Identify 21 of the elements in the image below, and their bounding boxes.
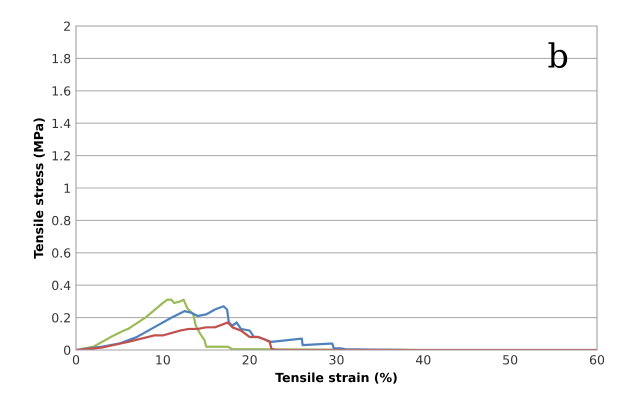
y-tick-label: 1.6 (52, 86, 70, 96)
x-tick-label: 40 (416, 355, 430, 365)
x-axis-title: Tensile strain (%) (275, 372, 397, 384)
x-tick-label: 0 (72, 355, 80, 365)
y-tick-label: 0.2 (52, 313, 70, 323)
y-axis-title: Tensile stress (MPa) (34, 118, 45, 259)
x-tick-label: 10 (156, 355, 170, 365)
y-tick-label: 0.8 (52, 216, 70, 226)
y-tick-label: 1.2 (52, 151, 70, 160)
y-tick-label: 0.4 (52, 280, 70, 290)
annotation: b (548, 42, 568, 68)
y-tick-label: 2 (64, 21, 70, 31)
y-tick-label: 0 (64, 345, 70, 355)
x-tick-label: 50 (503, 355, 518, 365)
y-tick-label: 0.6 (52, 248, 70, 258)
y-tick-label: 1.4 (52, 118, 70, 128)
x-tick-label: 60 (590, 355, 604, 365)
x-tick-label: 20 (242, 355, 257, 365)
x-tick-label: 30 (330, 355, 344, 365)
y-tick-label: 1 (64, 184, 70, 193)
y-tick-label: 1.8 (52, 54, 70, 64)
